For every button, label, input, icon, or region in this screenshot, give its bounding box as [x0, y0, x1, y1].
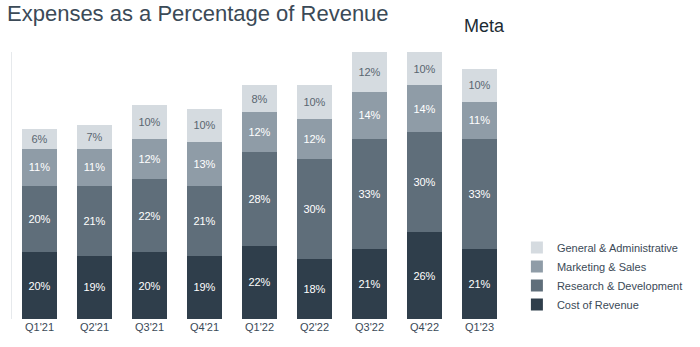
svg-text:13%: 13%: [193, 158, 215, 170]
svg-text:12%: 12%: [303, 133, 325, 145]
svg-text:Marketing & Sales: Marketing & Sales: [557, 261, 647, 273]
svg-text:26%: 26%: [413, 270, 435, 282]
svg-text:Q1'22: Q1'22: [245, 321, 274, 333]
svg-text:Cost of Revenue: Cost of Revenue: [557, 299, 639, 311]
svg-text:30%: 30%: [303, 203, 325, 215]
svg-text:21%: 21%: [83, 215, 105, 227]
svg-text:10%: 10%: [303, 96, 325, 108]
svg-text:Meta: Meta: [464, 16, 505, 36]
svg-text:10%: 10%: [138, 116, 160, 128]
svg-text:22%: 22%: [248, 276, 270, 288]
svg-text:30%: 30%: [413, 176, 435, 188]
svg-text:33%: 33%: [358, 188, 380, 200]
svg-text:11%: 11%: [29, 161, 50, 173]
svg-text:6%: 6%: [31, 133, 47, 145]
svg-text:21%: 21%: [193, 215, 215, 227]
svg-text:Q2'22: Q2'22: [300, 321, 329, 333]
svg-text:11%: 11%: [469, 114, 490, 126]
svg-text:7%: 7%: [86, 131, 102, 143]
svg-text:14%: 14%: [413, 103, 435, 115]
svg-text:8%: 8%: [251, 93, 267, 105]
svg-text:Q1'21: Q1'21: [25, 321, 54, 333]
svg-text:19%: 19%: [193, 281, 215, 293]
svg-text:Expenses as a Percentage of Re: Expenses as a Percentage of Revenue: [7, 1, 389, 26]
svg-text:10%: 10%: [413, 63, 435, 75]
svg-text:10%: 10%: [468, 79, 490, 91]
svg-text:Research & Development: Research & Development: [557, 280, 682, 292]
svg-text:20%: 20%: [28, 213, 50, 225]
svg-text:Q2'21: Q2'21: [80, 321, 109, 333]
svg-text:21%: 21%: [358, 278, 380, 290]
svg-text:28%: 28%: [248, 193, 270, 205]
svg-text:12%: 12%: [358, 66, 380, 78]
svg-text:33%: 33%: [468, 188, 490, 200]
svg-text:10%: 10%: [193, 119, 215, 131]
svg-text:12%: 12%: [138, 153, 160, 165]
svg-text:22%: 22%: [138, 210, 160, 222]
svg-text:11%: 11%: [84, 161, 105, 173]
svg-text:12%: 12%: [248, 126, 270, 138]
svg-text:Q4'21: Q4'21: [190, 321, 219, 333]
svg-text:18%: 18%: [303, 283, 325, 295]
svg-text:Q3'22: Q3'22: [355, 321, 384, 333]
svg-text:General & Administrative: General & Administrative: [557, 242, 678, 254]
svg-text:Q3'21: Q3'21: [135, 321, 164, 333]
svg-text:19%: 19%: [83, 281, 105, 293]
svg-text:20%: 20%: [28, 280, 50, 292]
svg-text:Q1'23: Q1'23: [465, 321, 494, 333]
svg-text:14%: 14%: [358, 109, 380, 121]
svg-text:21%: 21%: [468, 278, 490, 290]
svg-text:Q4'22: Q4'22: [410, 321, 439, 333]
svg-text:20%: 20%: [138, 280, 160, 292]
